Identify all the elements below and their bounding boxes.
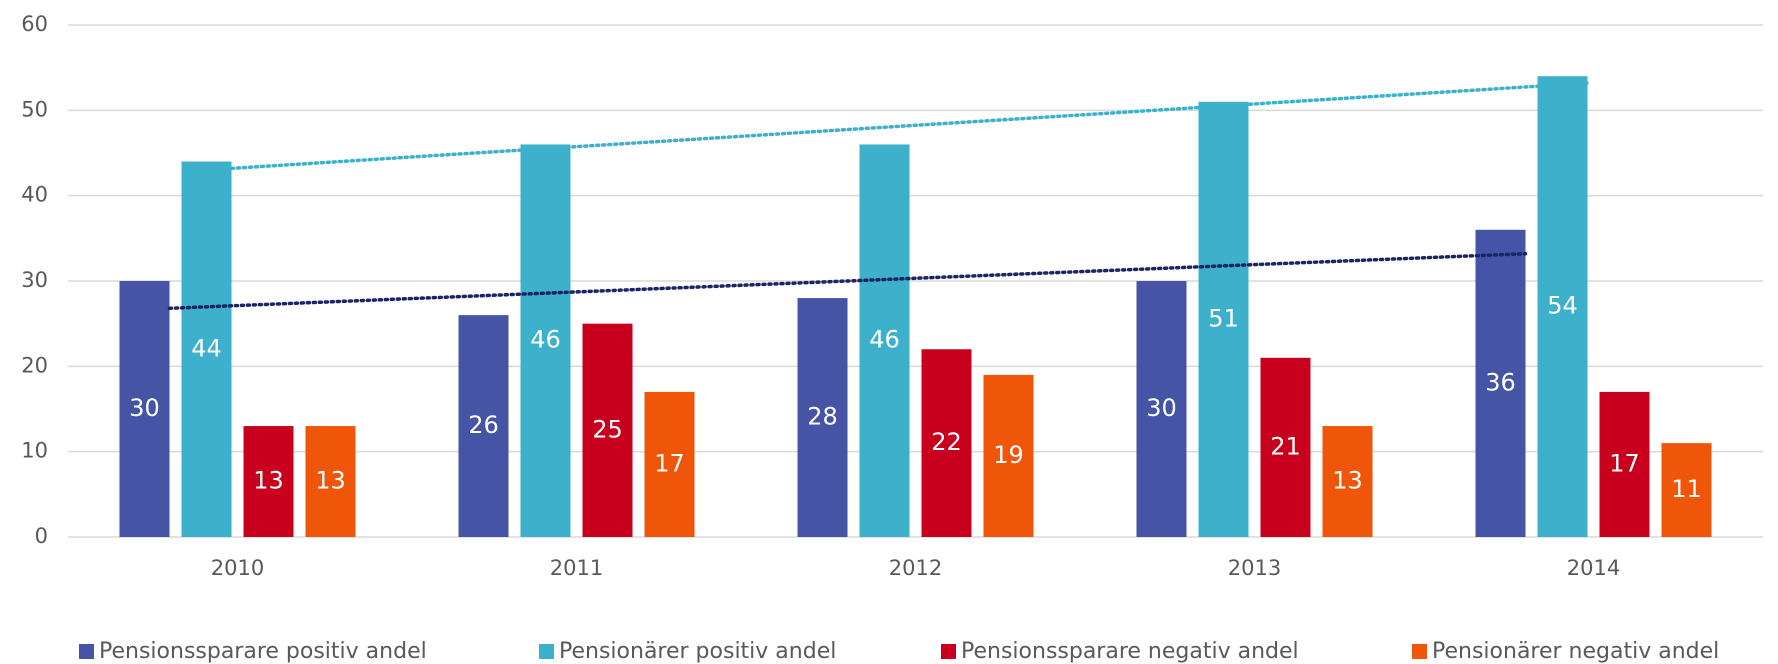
bar: [582, 323, 633, 537]
data-label: 25: [592, 415, 623, 443]
legend-label: Pensionssparare positiv andel: [99, 639, 427, 664]
bar: [1599, 391, 1650, 537]
x-tick-label: 2013: [1228, 556, 1281, 580]
data-label: 11: [1671, 475, 1702, 503]
data-label: 30: [129, 394, 160, 422]
bar: [644, 391, 695, 537]
data-label: 28: [807, 403, 838, 431]
bar: [1322, 426, 1373, 537]
data-label: 13: [253, 467, 284, 495]
bar: [458, 315, 509, 537]
bar: [243, 426, 294, 537]
trendline: [167, 251, 1528, 311]
bar: [1260, 357, 1311, 537]
bar: [1198, 101, 1249, 538]
bar: [859, 144, 910, 537]
data-label: 13: [315, 467, 346, 495]
bar: [119, 281, 170, 537]
y-tick-label: 60: [21, 12, 48, 36]
y-tick-label: 20: [21, 353, 48, 377]
legend-swatch: [941, 644, 956, 659]
legend-swatch: [1412, 644, 1427, 659]
legend-label: Pensionssparare negativ andel: [961, 639, 1299, 664]
data-label: 46: [530, 326, 561, 354]
data-label: 51: [1208, 304, 1239, 332]
bar: [520, 144, 571, 537]
bar: [1136, 281, 1187, 537]
data-label: 17: [654, 449, 685, 477]
x-tick-label: 2014: [1567, 556, 1620, 580]
data-label: 21: [1270, 432, 1301, 460]
x-tick-label: 2010: [211, 556, 264, 580]
y-tick-label: 40: [21, 183, 48, 207]
y-tick-label: 50: [21, 97, 48, 121]
data-label: 54: [1547, 292, 1578, 320]
bar: [1475, 229, 1526, 538]
data-label: 30: [1146, 394, 1177, 422]
data-label: 26: [468, 411, 499, 439]
y-tick-label: 10: [21, 439, 48, 463]
legend-swatch: [79, 644, 94, 659]
y-tick-label: 0: [35, 524, 48, 548]
trendline: [229, 81, 1590, 171]
data-label: 36: [1485, 368, 1516, 396]
bar: [181, 161, 232, 538]
x-tick-label: 2011: [550, 556, 603, 580]
data-label: 46: [869, 326, 900, 354]
data-label: 13: [1332, 467, 1363, 495]
legend-swatch: [539, 644, 554, 659]
bar: [797, 298, 848, 537]
bar: [1537, 76, 1588, 537]
legend-label: Pensionärer negativ andel: [1432, 639, 1719, 664]
y-tick-label: 30: [21, 268, 48, 292]
bar: [921, 349, 972, 537]
bar: [305, 426, 356, 537]
data-label: 44: [191, 334, 222, 362]
legend-label: Pensionärer positiv andel: [559, 639, 836, 664]
bar: [1661, 443, 1712, 537]
data-label: 22: [931, 428, 962, 456]
x-tick-label: 2012: [889, 556, 942, 580]
bar: [983, 374, 1034, 537]
data-label: 17: [1609, 449, 1640, 477]
data-label: 19: [993, 441, 1024, 469]
